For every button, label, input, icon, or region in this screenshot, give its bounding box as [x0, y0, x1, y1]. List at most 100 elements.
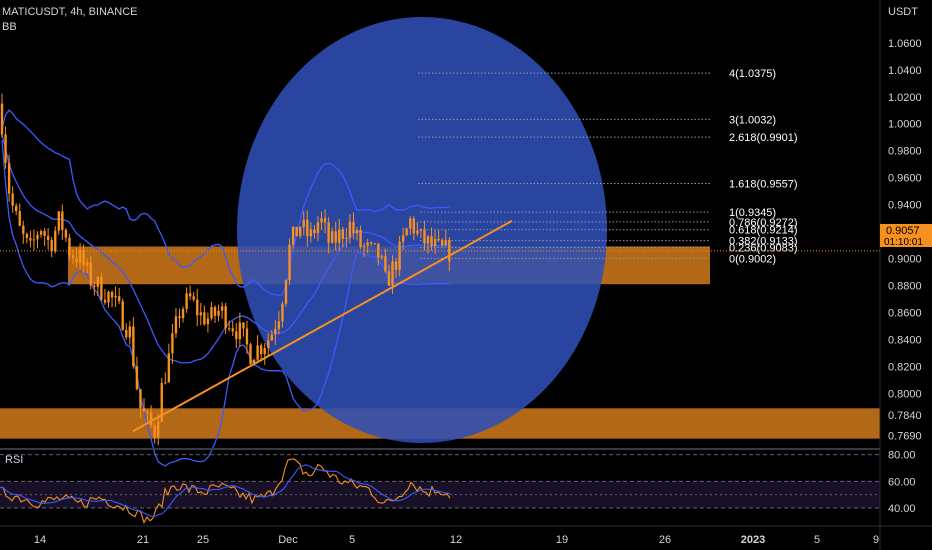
fib-label: 0.382(0.9133)	[729, 236, 798, 248]
candle-body	[228, 328, 231, 330]
candle-body	[281, 303, 284, 322]
candle-body	[199, 312, 202, 316]
candle	[256, 335, 259, 362]
time-tick: 21	[137, 534, 149, 546]
time-axis[interactable]: 14 21 25 Dec 5 12 19 26 2023 5 9	[34, 534, 879, 546]
candle-body	[160, 383, 163, 422]
candle	[139, 389, 142, 418]
candle-body	[398, 241, 401, 270]
candle	[199, 302, 202, 326]
candle-body	[36, 234, 39, 240]
fib-label: 2.618(0.9901)	[729, 132, 798, 144]
candle-body	[380, 256, 384, 258]
candle-body	[274, 328, 277, 335]
time-tick: 5	[814, 534, 820, 546]
countdown-timer: 01:10:01	[884, 237, 923, 248]
candle-body	[50, 239, 53, 252]
candle	[355, 227, 359, 241]
candle	[224, 302, 227, 335]
candle-body	[409, 218, 412, 229]
last-price-value: 0.9057	[886, 225, 920, 237]
candle	[96, 275, 100, 296]
candle-body	[125, 329, 128, 338]
candle-body	[295, 226, 298, 237]
candle-body	[71, 255, 75, 258]
candle	[203, 305, 206, 326]
rsi-axis[interactable]: 80.00 60.00 40.00	[888, 450, 916, 515]
candle-body	[224, 306, 227, 329]
candle-body	[370, 242, 373, 244]
rsi-tick: 60.00	[888, 476, 916, 488]
rsi-pane	[0, 454, 880, 525]
candle	[217, 304, 220, 322]
candle-body	[359, 229, 362, 248]
candle	[270, 329, 273, 342]
candle-body	[96, 277, 100, 288]
candle	[149, 405, 153, 429]
candle	[185, 287, 188, 313]
candle-body	[86, 262, 89, 266]
candle-body	[355, 229, 359, 234]
candle-body	[46, 235, 50, 240]
time-tick: 14	[34, 534, 46, 546]
candle	[103, 288, 107, 305]
candle	[401, 227, 405, 250]
fib-label: 3(1.0032)	[729, 114, 776, 126]
candle-body	[348, 221, 352, 238]
candle	[433, 230, 437, 254]
candle-body	[277, 321, 281, 329]
fib-label: 4(1.0375)	[729, 68, 776, 80]
candle	[167, 343, 171, 383]
candlesticks	[0, 93, 451, 446]
candle-body	[284, 280, 288, 304]
candle	[249, 342, 252, 365]
candle-body	[210, 307, 213, 319]
candle	[57, 210, 60, 235]
candle-body	[217, 310, 220, 316]
candle	[29, 230, 32, 248]
price-tick: 1.0200	[888, 92, 922, 104]
ascending-trendline[interactable]	[132, 219, 513, 433]
candle-body	[426, 236, 430, 244]
candle	[110, 290, 114, 308]
bollinger-upper	[1, 109, 450, 296]
candle-body	[306, 219, 309, 237]
candle-body	[57, 211, 60, 231]
candle-body	[157, 421, 160, 438]
candle	[277, 311, 281, 335]
candle	[128, 321, 131, 345]
candle	[89, 256, 92, 290]
candle-body	[256, 345, 259, 360]
candle	[54, 226, 57, 254]
candle	[334, 221, 337, 251]
candle	[121, 298, 124, 331]
candle-body	[235, 331, 238, 340]
time-tick: 12	[450, 534, 462, 546]
candle-body	[330, 231, 334, 243]
candle-body	[192, 296, 195, 300]
candle-body	[78, 249, 82, 263]
candle-body	[135, 366, 139, 390]
candle-body	[263, 348, 266, 355]
candle	[302, 211, 305, 236]
candle-body	[114, 296, 117, 298]
candle-body	[242, 322, 245, 329]
candle	[206, 312, 210, 333]
candle-body	[231, 328, 234, 332]
candle	[228, 320, 231, 332]
candle-body	[128, 326, 131, 338]
candle-body	[341, 229, 344, 239]
candle-body	[259, 345, 263, 355]
candle-body	[362, 245, 366, 248]
time-tick: 25	[197, 534, 209, 546]
price-tick: 0.8400	[888, 335, 922, 347]
candle-body	[352, 221, 355, 234]
candle-body	[39, 231, 43, 235]
trendline[interactable]	[132, 219, 513, 433]
candle	[430, 227, 433, 251]
candle-body	[270, 334, 273, 341]
price-tick: 0.9400	[888, 200, 922, 212]
bollinger-lower	[1, 139, 450, 467]
currency-label: USDT	[888, 6, 918, 18]
